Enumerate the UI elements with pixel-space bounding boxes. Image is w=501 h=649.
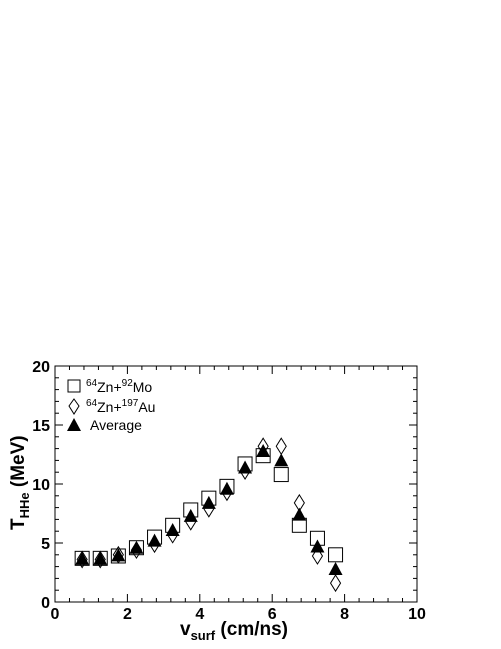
legend-marker-open-diamond <box>68 398 80 415</box>
x-axis-tick-labels: 0 2 4 6 8 10 <box>51 606 426 623</box>
data-markers <box>74 437 344 593</box>
square-marker <box>328 547 344 563</box>
triangle-marker <box>292 507 307 521</box>
triangle-marker <box>183 508 198 522</box>
x-tick-label: 4 <box>195 606 204 623</box>
square-marker <box>273 467 289 483</box>
triangle-marker <box>111 548 126 562</box>
y-axis-ticks <box>55 365 417 603</box>
x-tick-label: 6 <box>268 606 277 623</box>
diamond-marker <box>112 545 124 564</box>
x-tick-label: 0 <box>51 606 60 623</box>
y-axis-tick-labels: 0 5 10 15 20 <box>32 359 50 612</box>
x-tick-label: 10 <box>408 606 426 623</box>
triangle-marker <box>75 551 90 565</box>
triangle-marker <box>201 495 216 509</box>
triangle-marker <box>328 561 343 575</box>
y-tick-label: 15 <box>32 418 50 435</box>
triangle-marker <box>310 539 325 553</box>
legend: 64Zn+92Mo 64Zn+197Au Average <box>67 378 155 433</box>
x-tick-label: 2 <box>123 606 132 623</box>
legend-label-average: Average <box>90 417 142 433</box>
y-tick-label: 20 <box>32 359 50 376</box>
diamond-marker <box>311 547 324 565</box>
diamond-marker <box>275 437 287 456</box>
legend-marker-filled-triangle <box>67 418 81 431</box>
x-axis-title: vsurf (cm/ns) <box>180 619 288 643</box>
legend-entry-average: Average <box>67 417 142 433</box>
triangle-marker <box>256 443 271 457</box>
diamond-marker <box>76 550 88 569</box>
x-tick-label: 8 <box>340 606 349 623</box>
y-tick-label: 5 <box>41 536 50 553</box>
triangle-marker <box>147 533 162 547</box>
y-tick-label: 10 <box>32 477 50 494</box>
legend-entry-zn-mo: 64Zn+92Mo <box>67 378 152 395</box>
legend-marker-open-square <box>67 379 81 393</box>
triangle-marker <box>219 481 234 495</box>
legend-entry-zn-au: 64Zn+197Au <box>68 398 155 415</box>
triangle-marker <box>93 551 108 565</box>
x-axis-ticks <box>54 366 418 602</box>
triangle-marker <box>274 453 289 467</box>
diamond-marker <box>329 574 342 593</box>
legend-label-zn-mo: 64Zn+92Mo <box>86 378 152 395</box>
y-axis-title: THHe (MeV) <box>8 435 32 530</box>
legend-label-zn-au: 64Zn+197Au <box>86 398 155 415</box>
triangle-marker <box>238 460 253 474</box>
diamond-marker <box>94 550 106 569</box>
triangle-marker <box>129 540 144 554</box>
y-tick-label: 0 <box>41 595 50 612</box>
triangle-marker <box>165 523 180 537</box>
